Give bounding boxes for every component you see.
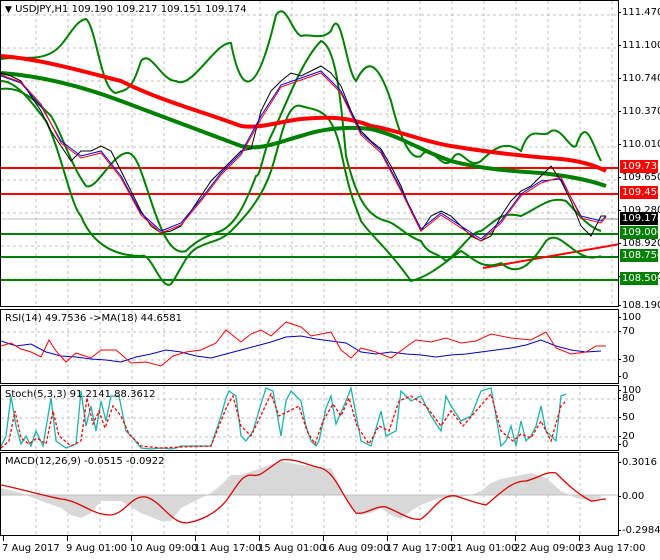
time-label: 23 Aug 17:00	[578, 543, 646, 554]
price-tick: 109.280	[617, 205, 660, 216]
rsi-panel[interactable]: RSI(14) 49.7536 ->MA(18) 44.6581	[0, 309, 619, 384]
macd-tick: -0.2984	[618, 525, 660, 536]
last-price-tag: 109.174	[620, 212, 660, 225]
stoch-tick: 20	[618, 431, 635, 442]
macd-plot	[1, 453, 618, 535]
macd-title: MACD(12,26,9) -0.0515 -0.0922	[5, 456, 165, 467]
collapse-triangle-icon[interactable]: ▼	[5, 5, 12, 15]
stoch-tick: 100	[617, 385, 642, 396]
stoch-tick: 80	[618, 393, 635, 404]
rsi-tick: 0	[617, 371, 629, 382]
support-tag-108500: 108.500	[620, 272, 660, 285]
price-tick: 111.100	[617, 40, 660, 51]
price-chart-panel[interactable]: ▼ USDJPY,H1 109.190 109.217 109.151 109.…	[0, 0, 619, 307]
macd-axis: 0.3016 0.00 -0.2984	[617, 452, 660, 536]
stoch-plot	[1, 386, 618, 450]
rsi-plot	[1, 310, 618, 383]
open-value: 109.190	[71, 4, 113, 15]
resistance-tag-109450: 109.450	[620, 186, 660, 199]
rsi-tick: 70	[618, 326, 635, 337]
price-tick: 110.740	[617, 73, 660, 84]
stoch-tick: 0	[617, 439, 629, 450]
price-tick: 111.470	[617, 7, 660, 18]
symbol-label: USDJPY,H1	[15, 4, 69, 15]
price-tick: 110.010	[617, 139, 660, 150]
stoch-title: Stoch(5,3,3) 91.2141 88.3612	[5, 389, 156, 400]
stoch-axis: 100 80 50 20 0	[617, 385, 660, 451]
time-label: 10 Aug 09:00	[130, 543, 198, 554]
stochastic-panel[interactable]: Stoch(5,3,3) 91.2141 88.3612	[0, 385, 619, 451]
support-tag-109000: 109.000	[620, 226, 660, 239]
price-tick: 108.190	[617, 300, 660, 311]
macd-panel[interactable]: MACD(12,26,9) -0.0515 -0.0922	[0, 452, 619, 536]
price-tick: 110.370	[617, 106, 660, 117]
price-tick: 109.650	[617, 172, 660, 183]
close-value: 109.174	[205, 4, 247, 15]
time-label: 17 Aug 17:00	[386, 543, 454, 554]
rsi-title: RSI(14) 49.7536 ->MA(18) 44.6581	[5, 313, 182, 324]
time-label: 9 Aug 01:00	[66, 543, 128, 554]
rsi-axis: 100 70 30 0	[617, 309, 660, 384]
price-axis: 111.470 111.100 110.740 110.370 110.010 …	[617, 0, 660, 311]
time-label: 22 Aug 09:00	[514, 543, 582, 554]
support-tag-108750: 108.750	[620, 249, 660, 262]
rsi-tick: 100	[617, 312, 642, 323]
price-plot	[1, 1, 618, 306]
chart-header: ▼ USDJPY,H1 109.190 109.217 109.151 109.…	[5, 4, 247, 15]
time-label: 7 Aug 2017	[2, 543, 60, 554]
time-label: 21 Aug 01:00	[450, 543, 518, 554]
low-value: 109.151	[160, 4, 203, 15]
price-tick: 108.920	[617, 238, 660, 249]
stoch-tick: 50	[618, 412, 635, 423]
rsi-tick: 30	[618, 354, 635, 365]
macd-tick: 0.3016	[618, 457, 657, 468]
resistance-tag-109730: 109.730	[620, 160, 660, 173]
time-label: 16 Aug 09:00	[322, 543, 390, 554]
time-label: 11 Aug 17:00	[194, 543, 262, 554]
high-value: 109.217	[116, 4, 158, 15]
macd-tick: 0.00	[617, 491, 645, 502]
time-label: 15 Aug 01:00	[258, 543, 326, 554]
